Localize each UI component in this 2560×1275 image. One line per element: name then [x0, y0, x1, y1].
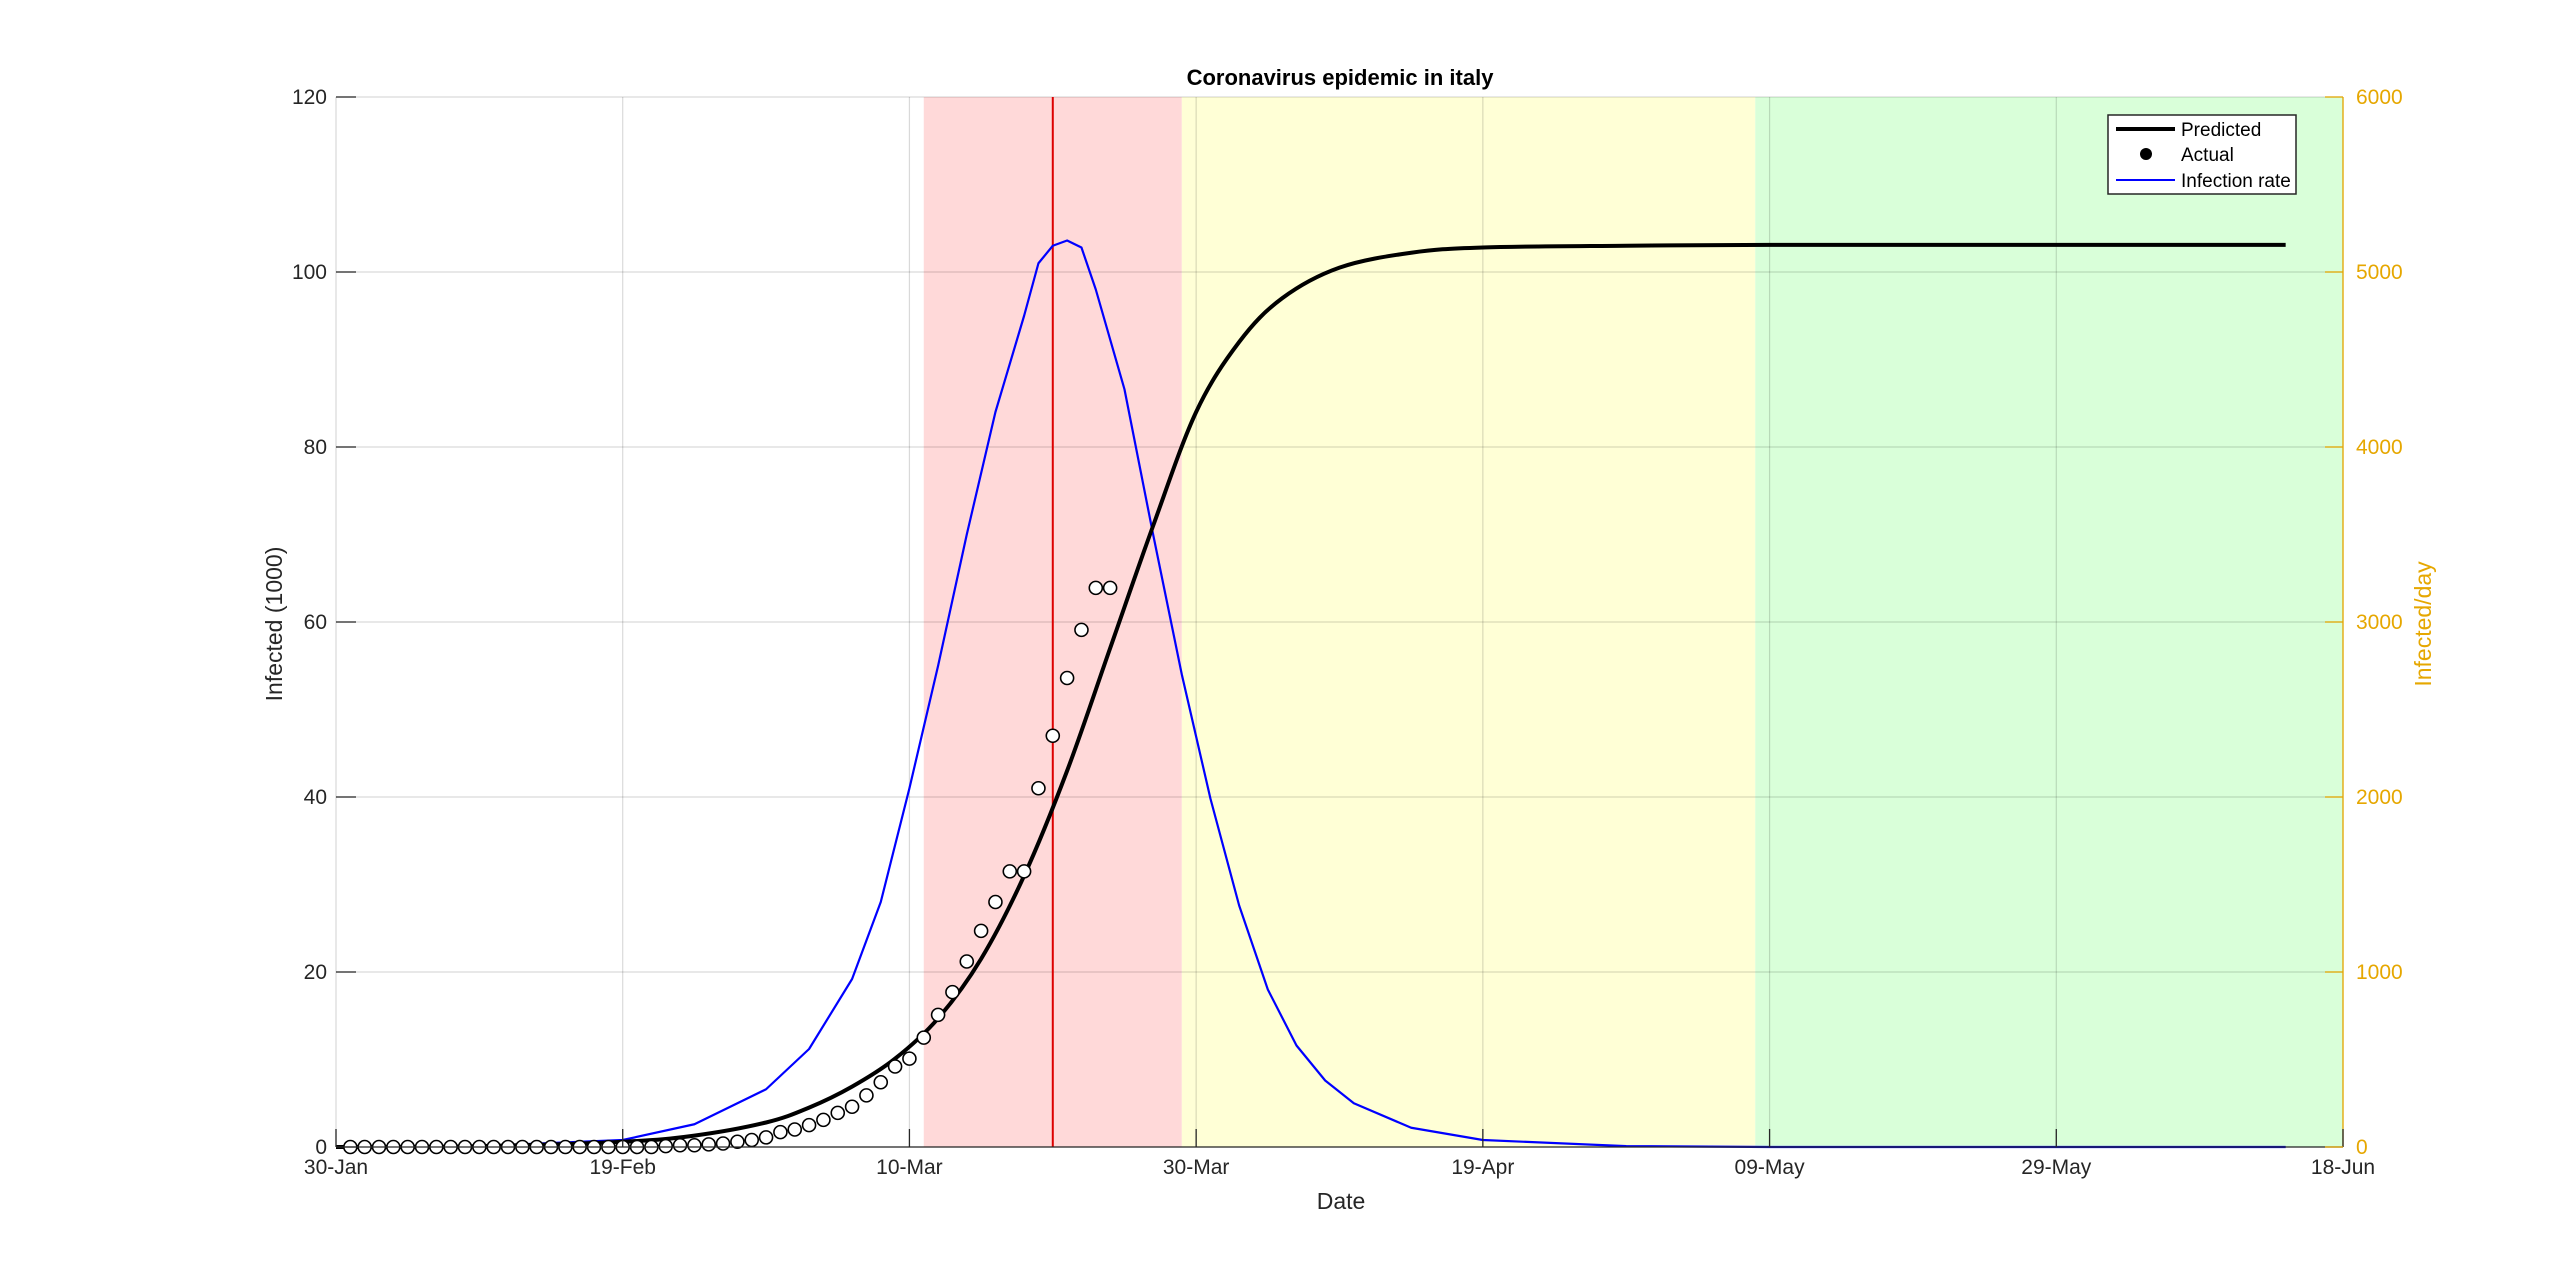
- y-tick-label-left: 40: [304, 786, 327, 809]
- actual-point: [687, 1137, 702, 1153]
- actual-point: [945, 984, 960, 1000]
- actual-point: [859, 1088, 874, 1103]
- x-axis-label: Date: [1317, 1188, 1366, 1214]
- actual-point: [1045, 728, 1061, 744]
- y-tick-label-left: 60: [304, 611, 327, 634]
- legend: Predicted Actual Infection rate: [2107, 114, 2297, 195]
- x-tick-label: 09-May: [1735, 1156, 1806, 1179]
- actual-point: [701, 1137, 717, 1152]
- legend-label-predicted: Predicted: [2181, 120, 2261, 141]
- series-layer: [335, 97, 2286, 1155]
- actual-point: [1016, 864, 1032, 879]
- actual-point: [730, 1134, 745, 1150]
- legend-label-actual: Actual: [2181, 145, 2234, 166]
- y-tick-label-right: 3000: [2356, 611, 2403, 634]
- actual-point: [916, 1030, 932, 1045]
- actual-point: [873, 1074, 889, 1090]
- actual-point: [801, 1117, 817, 1133]
- x-tick-label: 30-Jan: [304, 1156, 368, 1179]
- actual-point: [787, 1122, 803, 1137]
- actual-point: [973, 923, 989, 939]
- actual-point: [672, 1137, 688, 1153]
- infection-rate-line: [335, 239, 2286, 1149]
- actual-point: [887, 1059, 903, 1074]
- x-tick-label: 19-Apr: [1451, 1156, 1514, 1179]
- actual-point: [988, 894, 1003, 910]
- y-tick-label-right: 2000: [2356, 786, 2403, 809]
- legend-label-infection-rate: Infection rate: [2181, 171, 2291, 192]
- y-axis-label-right: Infected/day: [2410, 561, 2436, 687]
- legend-swatch-actual: [2140, 148, 2152, 160]
- y-tick-label-right: 5000: [2356, 261, 2403, 284]
- actual-point: [1031, 780, 1046, 796]
- predicted-line: [335, 242, 2286, 1149]
- y-tick-label-right: 6000: [2356, 86, 2403, 109]
- y-tick-label-right: 1000: [2356, 961, 2403, 984]
- x-tick-label: 18-Jun: [2311, 1156, 2375, 1179]
- x-tick-label: 29-May: [2021, 1156, 2092, 1179]
- actual-point: [1059, 670, 1075, 686]
- y-tick-label-left: 120: [292, 86, 327, 109]
- x-tick-label: 19-Feb: [589, 1156, 656, 1179]
- actual-point: [830, 1105, 846, 1121]
- actual-point: [658, 1138, 674, 1154]
- x-tick-label: 10-Mar: [876, 1156, 943, 1179]
- y-axis-label-left: Infected (1000): [261, 547, 287, 702]
- actual-point: [758, 1130, 774, 1145]
- y-tick-label-right: 4000: [2356, 436, 2403, 459]
- phase-backgrounds: [923, 97, 2343, 1147]
- phase-band-2: [1181, 97, 1756, 1147]
- actual-point: [930, 1007, 946, 1023]
- axes: 30-Jan 19-Feb 10-Mar 30-Mar 19-Apr 09-May 29-M…: [292, 86, 2403, 1179]
- actual-point: [1002, 864, 1018, 879]
- actual-point: [844, 1099, 860, 1115]
- actual-point: [1102, 580, 1118, 596]
- actual-point: [773, 1124, 788, 1140]
- actual-point: [816, 1112, 831, 1128]
- y-tick-label-left: 80: [304, 436, 327, 459]
- x-tick-label: 30-Mar: [1163, 1156, 1230, 1179]
- actual-point: [1074, 622, 1089, 638]
- y-tick-label-left: 0: [315, 1136, 327, 1159]
- phase-band-3: [1755, 97, 2343, 1147]
- actual-point: [715, 1136, 731, 1151]
- actual-point: [902, 1051, 917, 1066]
- y-tick-label-left: 20: [304, 961, 327, 984]
- chart-title: Coronavirus epidemic in italy: [1187, 65, 1495, 90]
- actual-point: [959, 954, 975, 969]
- y-tick-label-left: 100: [292, 261, 327, 284]
- actual-point: [744, 1132, 760, 1148]
- actual-point: [1088, 580, 1104, 596]
- y-tick-label-right: 0: [2356, 1136, 2368, 1159]
